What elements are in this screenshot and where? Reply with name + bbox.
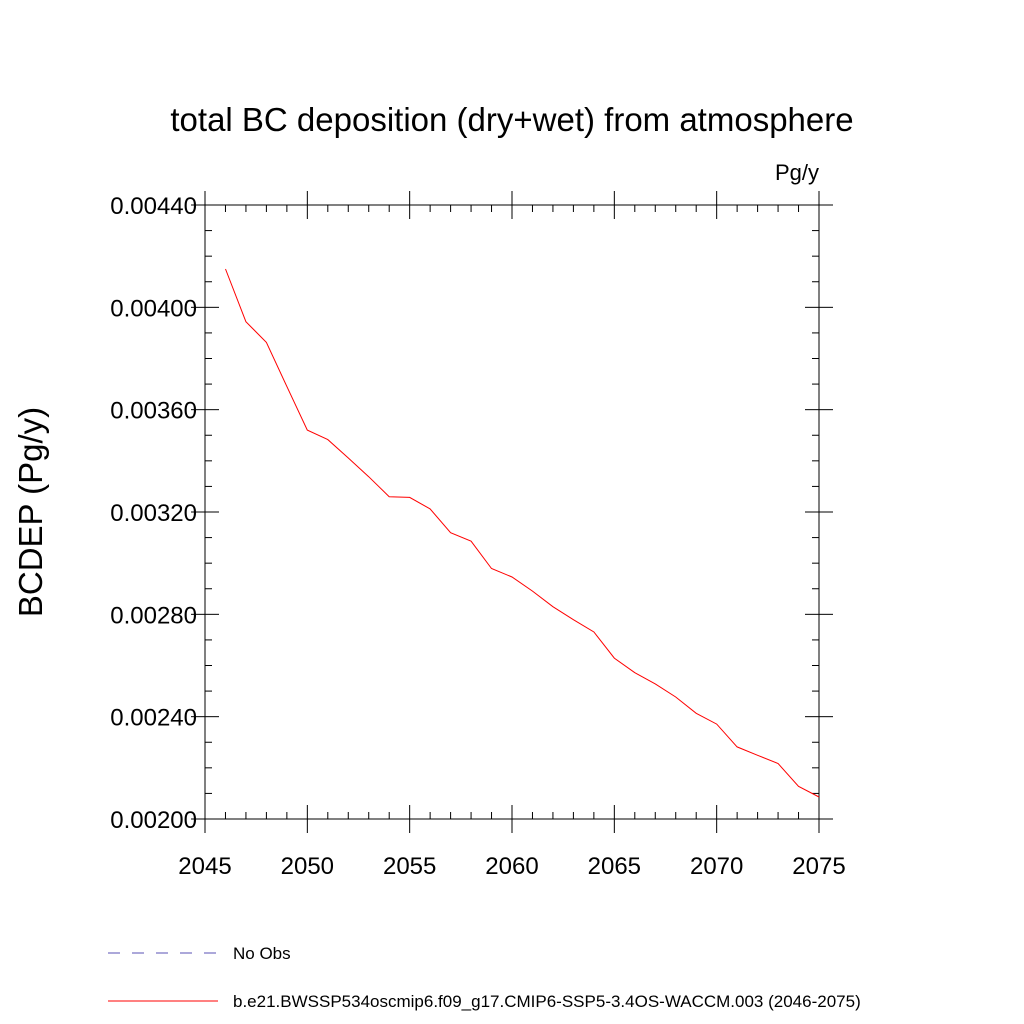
- legend: No Obs b.e21.BWSSP534oscmip6.f09_g17.CMI…: [108, 944, 861, 1011]
- legend-label-model: b.e21.BWSSP534oscmip6.f09_g17.CMIP6-SSP5…: [233, 992, 861, 1011]
- y-tick-label: 0.00240: [110, 705, 197, 732]
- x-tick-label: 2050: [281, 853, 334, 880]
- legend-label-no-obs: No Obs: [233, 944, 291, 963]
- y-axis-label: BCDEP (Pg/y): [12, 407, 49, 617]
- series-line-0: [225, 268, 820, 798]
- x-tick-labels: 2045 2050 2055 2060 2065 2070 2075: [178, 853, 845, 880]
- y-tick-label: 0.00360: [110, 398, 197, 425]
- y-tick-labels: 0.00200 0.00240 0.00280 0.00320 0.00360 0.004…: [110, 193, 197, 834]
- x-tick-label: 2065: [588, 853, 641, 880]
- chart-title: total BC deposition (dry+wet) from atmos…: [170, 101, 853, 138]
- y-tick-label: 0.00320: [110, 500, 197, 527]
- axis-ticks: [191, 191, 833, 833]
- plot-frame: [204, 204, 820, 820]
- units-label: Pg/y: [775, 160, 819, 185]
- y-tick-label: 0.00440: [110, 193, 197, 220]
- y-tick-label: 0.00280: [110, 602, 197, 629]
- series-group: [225, 268, 820, 798]
- x-tick-label: 2075: [792, 853, 845, 880]
- x-tick-label: 2070: [690, 853, 743, 880]
- x-tick-label: 2055: [383, 853, 436, 880]
- y-tick-label: 0.00200: [110, 807, 197, 834]
- y-tick-label: 0.00400: [110, 295, 197, 322]
- x-tick-label: 2045: [178, 853, 231, 880]
- x-tick-label: 2060: [485, 853, 538, 880]
